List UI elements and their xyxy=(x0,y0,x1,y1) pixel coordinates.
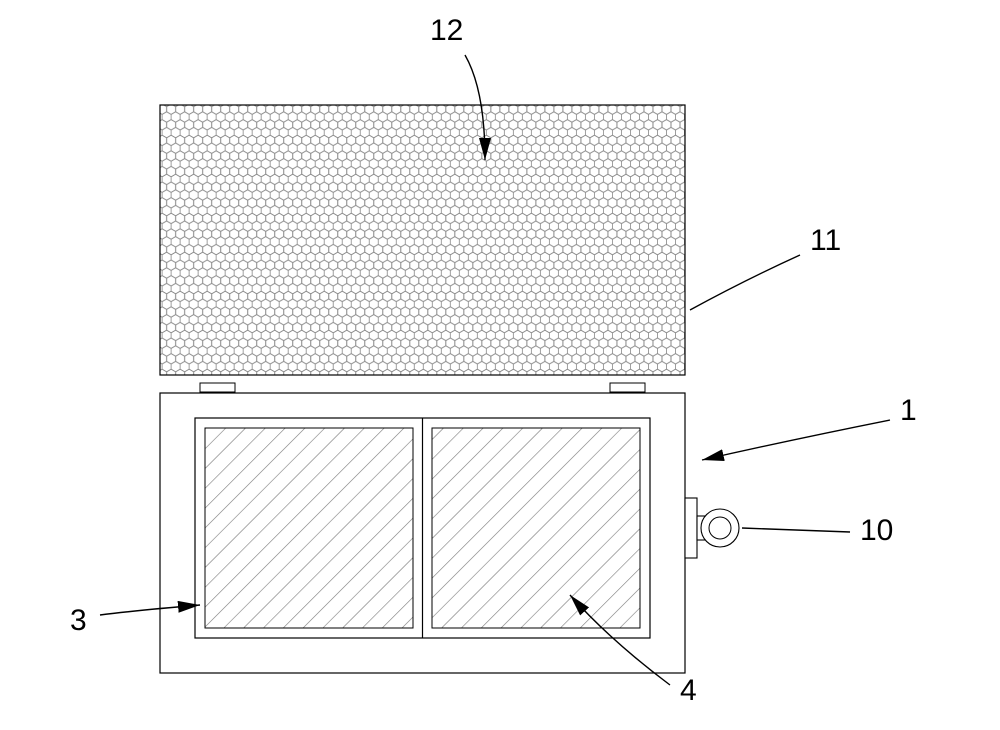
callout-label: 11 xyxy=(810,224,841,257)
diagram-svg: 121111034 xyxy=(0,0,1000,730)
knob-disk-inner xyxy=(709,517,731,539)
callout-10: 10 xyxy=(742,514,893,547)
callout-11: 11 xyxy=(690,224,841,310)
diagram-container: 121111034 xyxy=(0,0,1000,730)
callout-leader xyxy=(742,528,850,532)
hinge xyxy=(610,383,645,392)
window-pane xyxy=(432,428,640,628)
callout-leader xyxy=(690,255,800,310)
callout-label: 4 xyxy=(680,674,697,707)
hinge xyxy=(200,383,235,392)
callout-label: 10 xyxy=(860,514,893,547)
knob-flange xyxy=(685,498,697,558)
window-pane xyxy=(205,428,413,628)
callout-label: 1 xyxy=(900,394,917,427)
callout-leader xyxy=(702,420,890,460)
callout-label: 12 xyxy=(430,14,463,47)
lid-panel xyxy=(160,105,685,375)
callout-1: 1 xyxy=(702,394,917,460)
callout-label: 3 xyxy=(70,604,87,637)
